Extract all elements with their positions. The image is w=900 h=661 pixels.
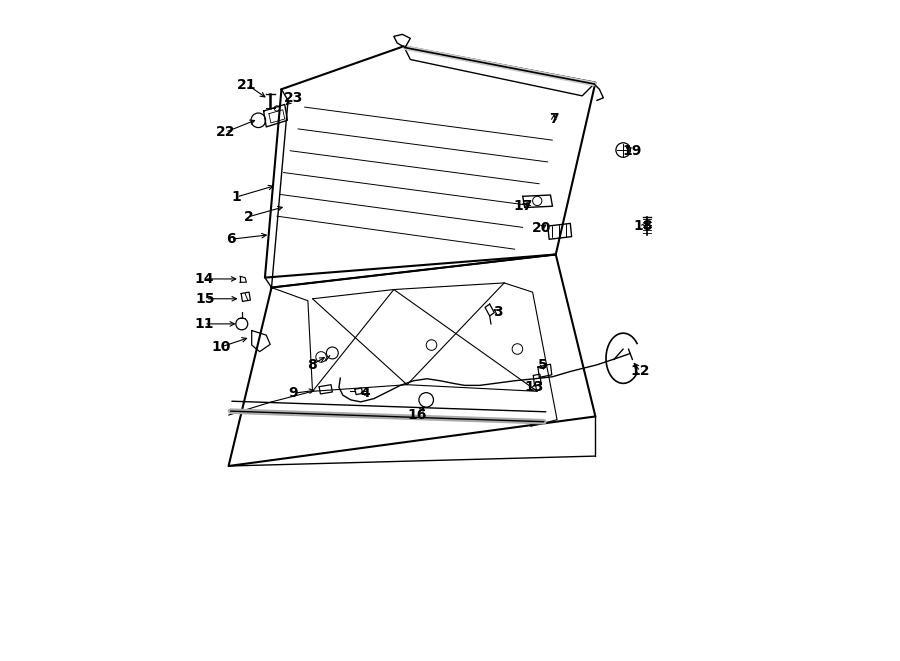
Text: 21: 21 bbox=[238, 77, 256, 92]
Text: 17: 17 bbox=[514, 199, 533, 214]
Text: 23: 23 bbox=[284, 91, 303, 106]
Text: 4: 4 bbox=[361, 386, 370, 401]
Text: 15: 15 bbox=[195, 292, 215, 306]
Text: 16: 16 bbox=[408, 408, 427, 422]
Text: 11: 11 bbox=[194, 317, 214, 331]
Text: 6: 6 bbox=[226, 232, 236, 247]
Text: 3: 3 bbox=[493, 305, 502, 319]
Text: 2: 2 bbox=[244, 210, 253, 224]
Text: 5: 5 bbox=[537, 358, 547, 372]
Text: 19: 19 bbox=[622, 143, 642, 158]
Text: 18: 18 bbox=[634, 219, 653, 233]
Text: 9: 9 bbox=[289, 386, 298, 401]
Text: 7: 7 bbox=[549, 112, 559, 126]
Text: 13: 13 bbox=[525, 379, 544, 394]
Text: 20: 20 bbox=[532, 221, 551, 235]
Text: 22: 22 bbox=[215, 125, 235, 139]
Text: 10: 10 bbox=[211, 340, 230, 354]
Text: 8: 8 bbox=[307, 358, 317, 372]
Text: 14: 14 bbox=[194, 272, 214, 286]
Text: 1: 1 bbox=[231, 190, 241, 204]
Text: 12: 12 bbox=[631, 364, 650, 379]
